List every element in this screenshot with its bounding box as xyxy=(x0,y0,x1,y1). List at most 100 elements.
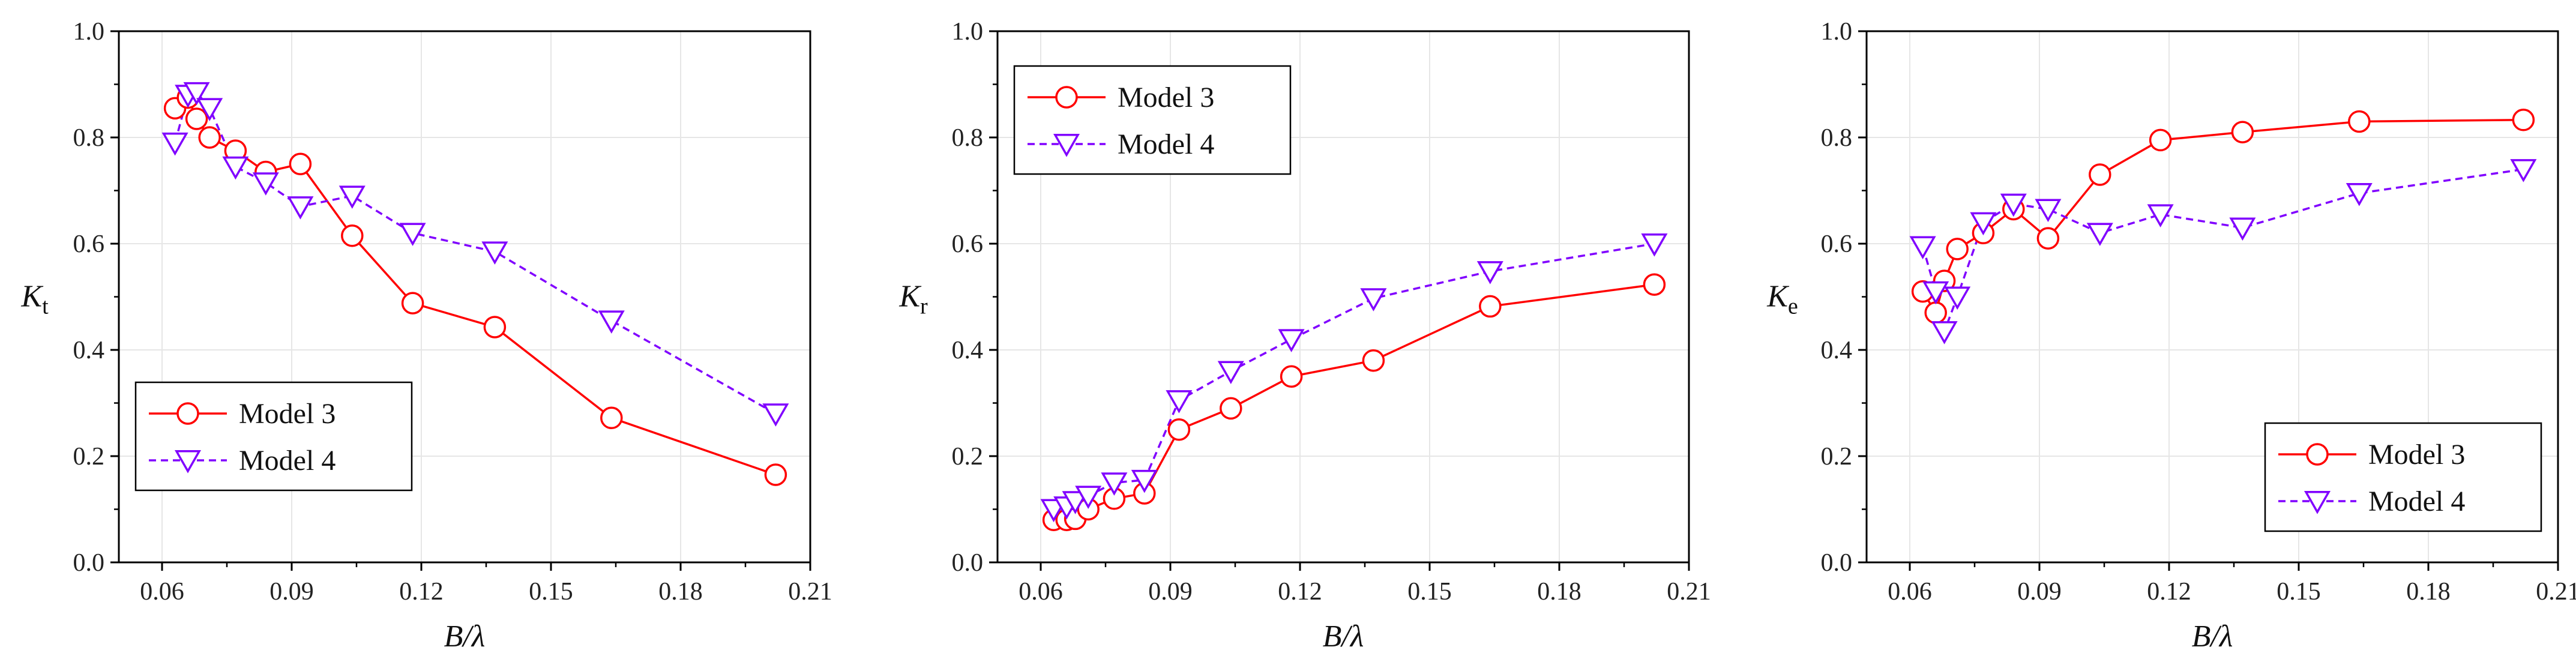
legend-label: Model 4 xyxy=(1118,128,1214,160)
data-point-series-2 xyxy=(1075,486,1102,509)
y-axis-label: Kr xyxy=(898,280,928,319)
y-tick-label: 0.2 xyxy=(952,443,984,471)
x-tick-label: 0.18 xyxy=(658,578,703,606)
x-tick-label: 0.09 xyxy=(269,578,314,606)
data-point-series-1 xyxy=(2036,227,2060,250)
y-tick-label: 0.2 xyxy=(73,443,105,471)
x-tick-label: 0.12 xyxy=(1278,578,1322,606)
x-tick-label: 0.12 xyxy=(2147,578,2191,606)
x-tick-label: 0.21 xyxy=(2536,578,2576,606)
data-point-series-2 xyxy=(1641,233,1668,257)
legend: Model 3 Model 4 xyxy=(134,381,413,492)
data-point-series-2 xyxy=(2229,217,2256,241)
data-point-series-1 xyxy=(1220,397,1242,420)
y-tick-label: 0.6 xyxy=(73,230,105,258)
data-point-series-2 xyxy=(1944,286,1971,310)
data-point-series-1 xyxy=(401,292,424,314)
y-tick-label: 0.8 xyxy=(73,124,105,152)
x-tick-label: 0.09 xyxy=(1148,578,1193,606)
legend-box xyxy=(2264,422,2542,532)
legend-marker xyxy=(1055,86,1078,109)
legend-marker xyxy=(1053,134,1080,157)
data-point-series-1 xyxy=(1479,295,1502,318)
y-tick-label: 0.0 xyxy=(73,549,105,577)
data-point-series-1 xyxy=(1362,349,1385,372)
series-line-2 xyxy=(1921,168,2524,336)
data-point-series-2 xyxy=(1278,329,1305,352)
data-point-series-2 xyxy=(1166,390,1193,414)
legend-marker xyxy=(174,450,202,474)
y-tick-label: 0.6 xyxy=(952,230,984,258)
x-tick-label: 0.12 xyxy=(399,578,444,606)
data-point-series-2 xyxy=(161,132,188,156)
y-tick-label: 0.0 xyxy=(1821,549,1853,577)
data-point-series-1 xyxy=(1924,301,1947,324)
data-point-series-1 xyxy=(1167,418,1191,441)
data-point-series-2 xyxy=(1360,288,1387,311)
x-tick-label: 0.18 xyxy=(2406,578,2451,606)
data-point-series-1 xyxy=(289,152,312,175)
data-point-series-2 xyxy=(1909,236,1936,260)
data-point-series-2 xyxy=(183,82,210,106)
data-point-series-2 xyxy=(2346,182,2373,206)
data-point-series-1 xyxy=(1643,273,1666,296)
legend-label: Model 3 xyxy=(2368,439,2465,471)
data-point-series-1 xyxy=(198,126,221,149)
data-point-series-2 xyxy=(222,156,249,180)
legend: Model 3 Model 4 xyxy=(1013,65,1292,175)
y-tick-label: 1.0 xyxy=(1821,18,1853,46)
y-tick-label: 1.0 xyxy=(952,18,984,46)
x-tick-label: 0.18 xyxy=(1537,578,1581,606)
data-point-series-2 xyxy=(481,241,508,265)
data-point-series-2 xyxy=(1970,212,1997,236)
y-axis-label: Ke xyxy=(1766,280,1798,319)
x-tick-label: 0.06 xyxy=(1888,578,1932,606)
data-point-series-2 xyxy=(2086,223,2113,246)
data-point-series-1 xyxy=(483,316,507,339)
legend-label: Model 4 xyxy=(2368,486,2465,517)
data-point-series-1 xyxy=(2089,163,2111,186)
data-point-series-2 xyxy=(1931,321,1958,345)
x-tick-label: 0.09 xyxy=(2017,578,2062,606)
data-point-series-2 xyxy=(1101,472,1128,496)
data-point-series-2 xyxy=(1131,469,1158,493)
chart-panel-3: 0.06 0.09 0.12 0.15 0.18 0.21 0.0 0.2 0.4 0.6 0.8 1… xyxy=(1766,18,2576,654)
data-point-series-1 xyxy=(2512,109,2535,131)
x-tick-label: 0.21 xyxy=(788,578,832,606)
legend-label: Model 3 xyxy=(1118,82,1214,113)
data-point-series-2 xyxy=(2035,199,2062,223)
chart-panel-1: 0.06 0.09 0.12 0.15 0.18 0.21 0.0 0.2 0.4 0.6 0.8 1… xyxy=(20,18,832,654)
legend-box xyxy=(134,381,413,492)
data-point-series-2 xyxy=(598,310,625,334)
legend-label: Model 4 xyxy=(239,445,336,477)
data-point-series-1 xyxy=(341,224,364,247)
legend-label: Model 3 xyxy=(239,398,336,430)
x-axis-label: B/λ xyxy=(2192,619,2233,654)
data-point-series-2 xyxy=(2147,204,2174,227)
data-point-series-2 xyxy=(339,185,366,209)
data-point-series-2 xyxy=(1062,491,1089,514)
data-point-series-2 xyxy=(2000,193,2027,217)
data-point-series-1 xyxy=(2231,121,2254,143)
legend-box xyxy=(1013,65,1292,175)
data-point-series-2 xyxy=(1217,361,1244,384)
data-point-series-2 xyxy=(1922,281,1949,305)
data-point-series-1 xyxy=(1946,238,1969,260)
data-point-series-2 xyxy=(762,403,789,427)
data-point-series-1 xyxy=(764,463,787,486)
y-tick-label: 0.8 xyxy=(1821,124,1853,152)
y-tick-label: 0.4 xyxy=(73,337,105,364)
y-tick-label: 0.0 xyxy=(952,549,984,577)
legend: Model 3 Model 4 xyxy=(2264,422,2542,532)
legend-marker xyxy=(176,402,199,425)
data-point-series-2 xyxy=(252,172,279,196)
y-axis-label: Kt xyxy=(20,280,49,319)
data-point-series-1 xyxy=(185,107,208,130)
data-point-series-1 xyxy=(2348,110,2371,133)
x-axis-label: B/λ xyxy=(444,619,486,654)
chart-panel-2: 0.06 0.09 0.12 0.15 0.18 0.21 0.0 0.2 0.4 0.6 0.8 1… xyxy=(898,18,1711,654)
data-point-series-1 xyxy=(600,406,623,430)
x-tick-label: 0.15 xyxy=(1407,578,1452,606)
data-point-series-2 xyxy=(287,196,314,220)
